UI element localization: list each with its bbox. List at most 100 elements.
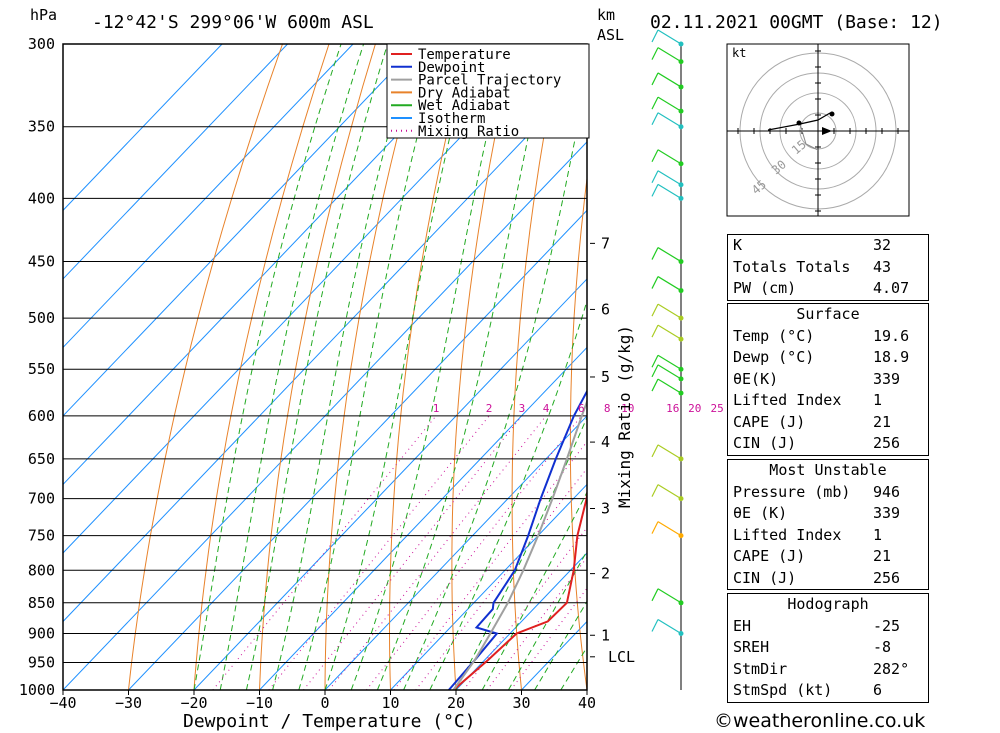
dry-adiabat bbox=[193, 44, 330, 690]
wind-barb-flag bbox=[651, 149, 659, 162]
most-unstable-title: Most Unstable bbox=[769, 461, 887, 479]
location-title: -12°42'S 299°06'W 600m ASL bbox=[92, 12, 374, 33]
mixing-ratio-label: 10 bbox=[621, 402, 634, 415]
wind-barb-flag bbox=[651, 112, 659, 125]
mixing-ratio-label: 3 bbox=[519, 402, 526, 415]
wind-barb-flag bbox=[651, 184, 659, 197]
wind-barb bbox=[657, 112, 682, 128]
isotherm-line bbox=[193, 278, 587, 690]
pressure-tick-label: 850 bbox=[28, 594, 55, 612]
index-row: PW (cm) 4.07 bbox=[733, 279, 910, 297]
km-tick-label: 5 bbox=[601, 368, 610, 386]
pressure-tick-label: 700 bbox=[28, 490, 55, 508]
asl-unit: ASL bbox=[597, 26, 624, 44]
dry-adiabat bbox=[979, 44, 1000, 690]
wind-barb bbox=[657, 96, 682, 112]
wind-barb-flag bbox=[651, 378, 659, 392]
surface-row: CIN (J) 256 bbox=[733, 434, 901, 452]
dry-adiabat bbox=[682, 44, 719, 690]
wind-barb bbox=[657, 618, 682, 634]
wind-barb bbox=[657, 47, 682, 63]
dry-adiabat bbox=[933, 44, 1000, 690]
wind-barb bbox=[657, 484, 682, 500]
isotherm-line bbox=[63, 141, 587, 690]
mixing-ratio-label: 20 bbox=[688, 402, 701, 415]
hodo-row: StmDir 282° bbox=[733, 659, 910, 678]
wind-barb-flag bbox=[651, 354, 659, 368]
km-tick-label: 1 bbox=[601, 626, 610, 644]
wind-barb-flag bbox=[651, 619, 659, 632]
legend-label: Parcel Trajectory bbox=[418, 73, 561, 89]
wet-adiabat bbox=[193, 44, 342, 690]
wind-barb bbox=[657, 354, 682, 370]
index-row: K 32 bbox=[733, 236, 892, 254]
isotherm-line bbox=[63, 44, 223, 212]
legend-label: Wet Adiabat bbox=[418, 98, 511, 114]
x-tick-label: −30 bbox=[115, 694, 142, 712]
pressure-tick-label: 550 bbox=[28, 360, 55, 378]
hodo-row: EH -25 bbox=[733, 616, 901, 635]
pressure-tick-label: 350 bbox=[28, 118, 55, 136]
wind-barb bbox=[657, 149, 682, 165]
mixing-ratio-label: 1 bbox=[433, 402, 440, 415]
km-tick-label: 3 bbox=[601, 499, 610, 517]
x-tick-label: 40 bbox=[578, 694, 596, 712]
wind-barb bbox=[657, 183, 682, 199]
dewpoint-profile bbox=[448, 389, 587, 690]
mixing-ratio-line bbox=[366, 415, 582, 690]
x-tick-label: −20 bbox=[180, 694, 207, 712]
hodo-row: SREH -8 bbox=[733, 638, 892, 656]
isotherm-line bbox=[63, 44, 419, 417]
km-tick-label: LCL bbox=[608, 648, 635, 666]
surface-row: Temp (°C) 19.6 bbox=[733, 326, 910, 345]
wind-barb bbox=[657, 378, 682, 394]
indices-table: K 32 Totals Totals 43 PW (cm) 4.07 bbox=[727, 234, 929, 301]
temperature-profile bbox=[452, 487, 587, 690]
dry-adiabat bbox=[324, 44, 423, 690]
copyright[interactable]: ©weatheronline.co.uk bbox=[714, 710, 926, 732]
mixing-ratio-label: 6 bbox=[578, 402, 585, 415]
isotherm-line bbox=[390, 483, 587, 690]
mixing-ratio-axis-title: Mixing Ratio (g/kg) bbox=[615, 325, 634, 508]
hodograph-trace bbox=[799, 123, 819, 151]
pressure-tick-label: 800 bbox=[28, 561, 55, 579]
wind-barb bbox=[657, 324, 682, 340]
x-tick-label: 20 bbox=[447, 694, 465, 712]
mixing-ratio-label: 16 bbox=[666, 402, 679, 415]
mixing-ratio-label: 8 bbox=[604, 402, 611, 415]
wind-barb bbox=[657, 247, 682, 263]
wind-barb bbox=[657, 276, 682, 292]
isotherm-line bbox=[63, 44, 485, 486]
wet-adiabat bbox=[272, 44, 414, 690]
hpa-unit: hPa bbox=[30, 6, 57, 24]
wind-barb-flag bbox=[651, 444, 659, 458]
dry-adiabat bbox=[511, 44, 562, 690]
isotherm-line bbox=[63, 44, 550, 554]
wind-barb-flag bbox=[651, 521, 659, 534]
x-tick-label: 10 bbox=[381, 694, 399, 712]
wet-adiabat bbox=[481, 491, 587, 690]
hodograph-point bbox=[829, 111, 835, 117]
wet-adiabat bbox=[403, 78, 587, 690]
isotherm-line bbox=[63, 44, 354, 349]
surface-table: Surface Temp (°C) 19.6 Dewp (°C) 18.9 θE(K… bbox=[727, 303, 929, 456]
x-axis-title: Dewpoint / Temperature (°C) bbox=[183, 711, 476, 732]
dry-adiabat bbox=[259, 44, 376, 690]
mixing-ratio-label: 4 bbox=[543, 402, 550, 415]
wind-barb-flag bbox=[651, 47, 659, 60]
wind-barb-flag bbox=[651, 170, 659, 184]
hodograph-title: Hodograph bbox=[787, 595, 869, 613]
datetime-title: 02.11.2021 00GMT (Base: 12) bbox=[650, 12, 943, 33]
wet-adiabat bbox=[245, 44, 388, 690]
hodograph-trace bbox=[767, 112, 831, 131]
legend-label: Temperature bbox=[418, 47, 511, 63]
isotherm-line bbox=[259, 346, 587, 690]
wind-barb-flag bbox=[651, 324, 659, 338]
pressure-tick-label: 400 bbox=[28, 189, 55, 207]
index-row: Totals Totals 43 bbox=[733, 257, 892, 276]
km-tick-label: 2 bbox=[601, 565, 610, 583]
pressure-tick-label: 600 bbox=[28, 407, 55, 425]
wet-adiabat bbox=[298, 44, 442, 690]
pressure-tick-label: 450 bbox=[28, 253, 55, 271]
